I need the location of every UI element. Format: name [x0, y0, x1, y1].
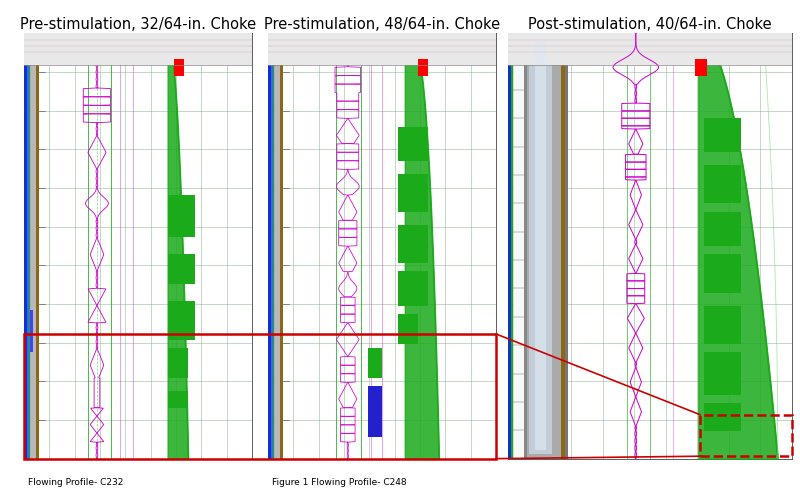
Bar — [280, 34, 283, 459]
Bar — [168, 391, 188, 408]
Bar — [561, 34, 566, 459]
Text: Flowing Profile- C232: Flowing Profile- C232 — [28, 477, 123, 486]
Bar — [27, 34, 30, 459]
Bar — [530, 39, 552, 454]
Bar — [268, 34, 271, 459]
Bar — [526, 34, 561, 459]
Bar — [274, 34, 280, 459]
Bar — [168, 302, 195, 340]
Bar — [268, 34, 496, 66]
Bar — [508, 34, 511, 459]
Bar — [36, 34, 39, 459]
Bar — [174, 60, 183, 77]
Bar — [168, 348, 188, 378]
Bar — [704, 212, 741, 246]
Bar — [30, 34, 36, 459]
Bar — [398, 225, 427, 264]
Bar — [695, 60, 707, 77]
Bar — [704, 306, 741, 344]
Bar — [398, 272, 427, 306]
Bar — [511, 34, 513, 459]
Bar — [418, 60, 428, 77]
Bar — [168, 196, 195, 238]
Bar — [704, 166, 741, 204]
Bar — [368, 386, 382, 437]
Bar — [24, 34, 27, 459]
Text: Pre-stimulation, 32/64-in. Choke: Pre-stimulation, 32/64-in. Choke — [20, 17, 256, 32]
Bar — [704, 119, 741, 153]
Bar — [704, 404, 741, 431]
Text: Post-stimulation, 40/64-in. Choke: Post-stimulation, 40/64-in. Choke — [528, 17, 772, 32]
Bar — [704, 352, 741, 395]
Bar — [168, 255, 195, 285]
Bar — [398, 174, 427, 212]
Bar — [525, 34, 526, 459]
Bar — [535, 42, 546, 450]
Bar — [513, 34, 525, 459]
Bar — [398, 314, 418, 344]
Bar — [24, 34, 252, 66]
Bar — [271, 34, 274, 459]
Text: Figure 1 Flowing Profile- C248: Figure 1 Flowing Profile- C248 — [272, 477, 406, 486]
Bar — [368, 348, 382, 378]
Bar — [398, 127, 427, 162]
Bar — [566, 34, 568, 459]
Text: Pre-stimulation, 48/64-in. Choke: Pre-stimulation, 48/64-in. Choke — [264, 17, 500, 32]
Bar — [508, 34, 792, 66]
Bar — [704, 255, 741, 293]
Bar — [30, 310, 33, 352]
